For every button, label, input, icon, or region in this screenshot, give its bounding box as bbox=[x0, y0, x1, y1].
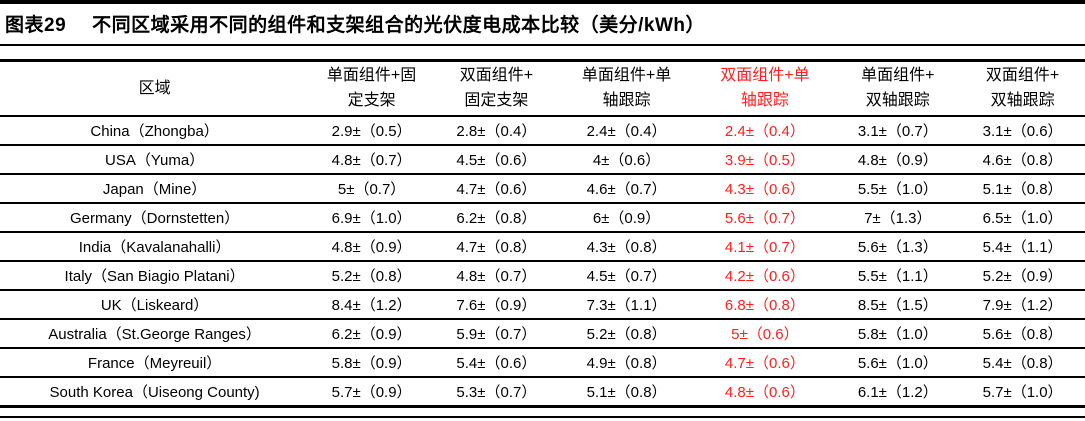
value-cell: 6.2±（0.9） bbox=[309, 319, 434, 349]
value-cell: 4.8±（0.6） bbox=[724, 383, 805, 401]
region-cell: China（Zhongba） bbox=[0, 116, 310, 146]
value-cell: 6.2±（0.8） bbox=[433, 203, 559, 233]
value-cell: 5.8±（0.9） bbox=[309, 348, 434, 378]
table-row: India（Kavalanahalli） 4.8±（0.9） 4.7±（0.8） 4.… bbox=[0, 232, 1085, 262]
lcoe-comparison-table: 区域 单面组件+固 定支架 双面组件+ 固定支架 单面组件+单 轴跟踪 双面组件+单 轴跟踪 单面… bbox=[0, 59, 1085, 408]
value-cell: 2.4±（0.4） bbox=[558, 116, 695, 146]
value-cell: 4.1±（0.7） bbox=[694, 232, 836, 262]
value-cell: 4.6±（0.8） bbox=[960, 145, 1085, 175]
region-cell: India（Kavalanahalli） bbox=[0, 232, 310, 262]
region-cell: Italy（San Biagio Platani） bbox=[0, 261, 310, 291]
value-cell: 7.9±（1.2） bbox=[960, 290, 1085, 320]
value-cell: 7.3±（1.1） bbox=[558, 290, 695, 320]
table-row: France（Meyreuil） 5.8±（0.9） 5.4±（0.6） 4.9±（0… bbox=[0, 348, 1085, 378]
value-cell: 7±（1.3） bbox=[835, 203, 961, 233]
value-cell: 2.9±（0.5） bbox=[309, 116, 434, 146]
value-cell: 5.6±（1.0） bbox=[835, 348, 961, 378]
value-cell: 4.8±（0.9） bbox=[309, 232, 434, 262]
value-cell: 8.4±（1.2） bbox=[309, 290, 434, 320]
column-header-4: 双面组件+单 轴跟踪 bbox=[694, 60, 836, 117]
region-cell: South Korea（Uiseong County) bbox=[49, 383, 260, 401]
value-cell: 3.1±（0.7） bbox=[835, 116, 961, 146]
value-cell: 5.3±（0.7） bbox=[456, 383, 537, 401]
table-row: UK（Liskeard） 8.4±（1.2） 7.6±（0.9） 7.3±（1.1） 6… bbox=[0, 290, 1085, 320]
bottom-rule bbox=[0, 415, 1085, 418]
figure-title-bar: 图表29 不同区域采用不同的组件和支架组合的光伏度电成本比较（美分/kWh） bbox=[0, 0, 1085, 46]
value-cell: 5.5±（1.0） bbox=[835, 174, 961, 204]
region-cell: Australia（St.George Ranges） bbox=[0, 319, 310, 349]
value-cell: 3.1±（0.6） bbox=[960, 116, 1085, 146]
region-cell: France（Meyreuil） bbox=[0, 348, 310, 378]
value-cell: 4.6±（0.7） bbox=[558, 174, 695, 204]
value-cell: 5.1±（0.8） bbox=[586, 383, 667, 401]
table-row: China（Zhongba） 2.9±（0.5） 2.8±（0.4） 2.4±（0.4… bbox=[0, 116, 1085, 146]
value-cell: 5.2±（0.8） bbox=[558, 319, 695, 349]
value-cell: 5.6±（1.3） bbox=[835, 232, 961, 262]
value-cell: 4.8±（0.7） bbox=[309, 145, 434, 175]
value-cell: 6.9±（1.0） bbox=[309, 203, 434, 233]
table-header: 区域 单面组件+固 定支架 双面组件+ 固定支架 单面组件+单 轴跟踪 双面组件+单 轴跟踪 单面… bbox=[0, 60, 1085, 117]
value-cell: 4.7±（0.8） bbox=[433, 232, 559, 262]
column-header-6: 双面组件+ 双轴跟踪 bbox=[960, 60, 1085, 117]
value-cell: 5.2±（0.9） bbox=[960, 261, 1085, 291]
figure-title: 不同区域采用不同的组件和支架组合的光伏度电成本比较（美分/kWh） bbox=[92, 15, 706, 36]
table-row: Germany（Dornstetten） 6.9±（1.0） 6.2±（0.8） 6±… bbox=[0, 203, 1085, 233]
region-cell: Germany（Dornstetten） bbox=[0, 203, 310, 233]
value-cell: 6.1±（1.2） bbox=[857, 383, 938, 401]
table-row: Australia（St.George Ranges） 6.2±（0.9） 5.9±… bbox=[0, 319, 1085, 349]
value-cell: 6.8±（0.8） bbox=[694, 290, 836, 320]
table-body: China（Zhongba） 2.9±（0.5） 2.8±（0.4） 2.4±（0.4… bbox=[0, 116, 1085, 406]
value-cell: 5±（0.6） bbox=[694, 319, 836, 349]
value-cell: 4±（0.6） bbox=[558, 145, 695, 175]
value-cell: 4.3±（0.6） bbox=[694, 174, 836, 204]
value-cell: 5.1±（0.8） bbox=[960, 174, 1085, 204]
value-cell: 5±（0.7） bbox=[309, 174, 434, 204]
value-cell: 4.5±（0.6） bbox=[433, 145, 559, 175]
column-header-5: 单面组件+ 双轴跟踪 bbox=[835, 60, 961, 117]
value-cell: 6.5±（1.0） bbox=[960, 203, 1085, 233]
column-header-region: 区域 bbox=[0, 60, 310, 117]
value-cell: 5.7±（0.9） bbox=[331, 383, 412, 401]
table-header-row: 区域 单面组件+固 定支架 双面组件+ 固定支架 单面组件+单 轴跟踪 双面组件+单 轴跟踪 单面… bbox=[0, 60, 1085, 117]
value-cell: 4.5±（0.7） bbox=[558, 261, 695, 291]
region-cell: UK（Liskeard） bbox=[0, 290, 310, 320]
figure-number: 图表29 bbox=[5, 15, 67, 36]
table-row: Italy（San Biagio Platani） 5.2±（0.8） 4.8±（0… bbox=[0, 261, 1085, 291]
value-cell: 4.3±（0.8） bbox=[558, 232, 695, 262]
value-cell: 5.9±（0.7） bbox=[433, 319, 559, 349]
value-cell: 2.4±（0.4） bbox=[694, 116, 836, 146]
column-header-3: 单面组件+单 轴跟踪 bbox=[558, 60, 695, 117]
value-cell: 7.6±（0.9） bbox=[433, 290, 559, 320]
value-cell: 5.4±（1.1） bbox=[960, 232, 1085, 262]
value-cell: 4.8±（0.7） bbox=[433, 261, 559, 291]
value-cell: 4.8±（0.9） bbox=[835, 145, 961, 175]
value-cell: 2.8±（0.4） bbox=[433, 116, 559, 146]
value-cell: 3.9±（0.5） bbox=[694, 145, 836, 175]
region-cell: Japan（Mine） bbox=[0, 174, 310, 204]
value-cell: 4.2±（0.6） bbox=[694, 261, 836, 291]
value-cell: 5.2±（0.8） bbox=[309, 261, 434, 291]
value-cell: 5.7±（1.0） bbox=[982, 383, 1063, 401]
value-cell: 4.7±（0.6） bbox=[433, 174, 559, 204]
table-row: USA（Yuma） 4.8±（0.7） 4.5±（0.6） 4±（0.6） 3.9±（0… bbox=[0, 145, 1085, 175]
value-cell: 5.4±（0.8） bbox=[960, 348, 1085, 378]
table-row: Japan（Mine） 5±（0.7） 4.7±（0.6） 4.6±（0.7） 4.3±… bbox=[0, 174, 1085, 204]
value-cell: 8.5±（1.5） bbox=[835, 290, 961, 320]
value-cell: 5.6±（0.7） bbox=[694, 203, 836, 233]
table-row: South Korea（Uiseong County) 5.7±（0.9） 5.3±… bbox=[0, 377, 1085, 406]
value-cell: 5.8±（1.0） bbox=[835, 319, 961, 349]
value-cell: 5.4±（0.6） bbox=[433, 348, 559, 378]
region-cell: USA（Yuma） bbox=[0, 145, 310, 175]
value-cell: 5.5±（1.1） bbox=[835, 261, 961, 291]
column-header-2: 双面组件+ 固定支架 bbox=[433, 60, 559, 117]
value-cell: 4.9±（0.8） bbox=[558, 348, 695, 378]
column-header-1: 单面组件+固 定支架 bbox=[309, 60, 434, 117]
value-cell: 5.6±（0.8） bbox=[960, 319, 1085, 349]
value-cell: 6±（0.9） bbox=[558, 203, 695, 233]
value-cell: 4.7±（0.6） bbox=[694, 348, 836, 378]
